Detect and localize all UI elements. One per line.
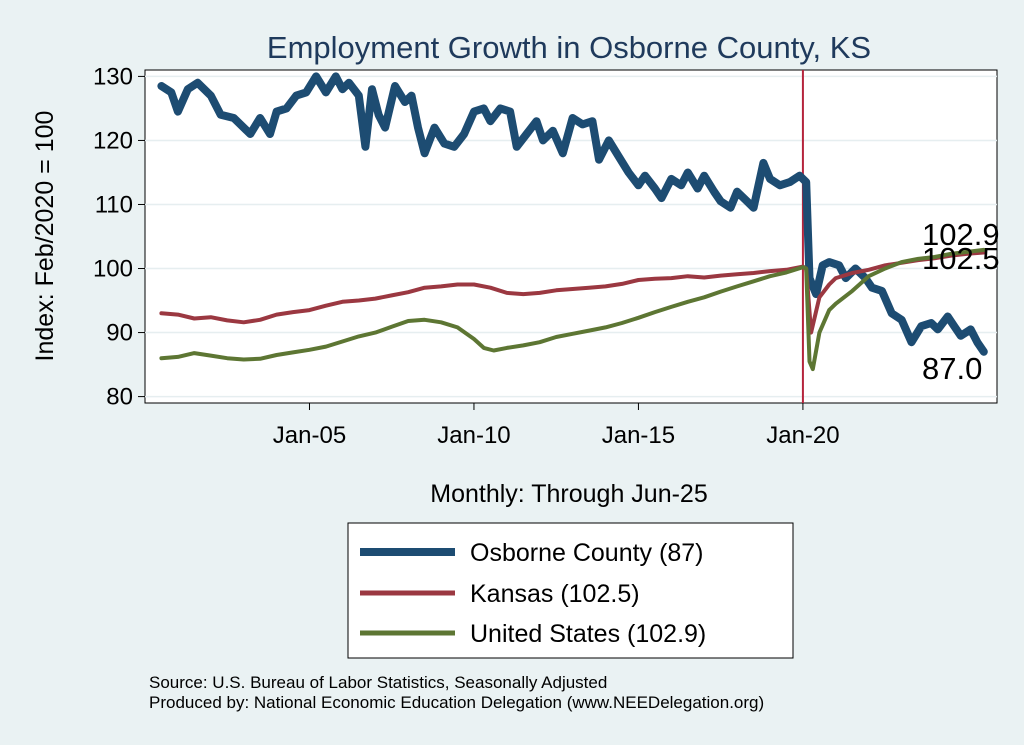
x-axis-title: Monthly: Through Jun-25 <box>430 480 707 508</box>
y-axis: 80 90 100 110 120 130 <box>93 63 145 411</box>
end-label-osborne-county: 87.0 <box>922 351 982 386</box>
series-line-united-states <box>159 247 986 372</box>
x-tick-label-Jan-20: Jan-20 <box>766 422 839 449</box>
x-tick-label-Jan-10: Jan-10 <box>437 422 510 449</box>
end-label-kansas: 102.5 <box>922 241 1000 276</box>
series-line-kansas <box>159 250 986 335</box>
y-tick-label-120: 120 <box>93 127 133 154</box>
y-tick-label-130: 130 <box>93 63 133 90</box>
legend: Osborne County (87) Kansas (102.5) Unite… <box>347 522 794 659</box>
x-axis: Jan-05 Jan-10 Jan-15 Jan-20 <box>273 403 840 449</box>
end-label-united-states: 102.9 <box>922 217 1000 252</box>
y-tick-label-110: 110 <box>95 191 133 218</box>
legend-label-osborne: Osborne County (87) <box>470 539 703 567</box>
source-note: Source: U.S. Bureau of Labor Statistics,… <box>149 673 607 692</box>
y-axis-title: Index: Feb/2020 = 100 <box>31 111 59 362</box>
legend-label-kansas: Kansas (102.5) <box>470 580 640 608</box>
y-tick-label-90: 90 <box>106 320 133 347</box>
y-tick-label-100: 100 <box>93 256 133 283</box>
x-tick-label-Jan-15: Jan-15 <box>602 422 675 449</box>
legend-label-us: United States (102.9) <box>470 620 706 648</box>
chart-title: Employment Growth in Osborne County, KS <box>267 30 871 65</box>
y-tick-label-80: 80 <box>106 384 133 411</box>
x-tick-label-Jan-05: Jan-05 <box>273 422 346 449</box>
series-layer <box>157 70 988 403</box>
producer-note: Produced by: National Economic Education… <box>149 693 764 712</box>
